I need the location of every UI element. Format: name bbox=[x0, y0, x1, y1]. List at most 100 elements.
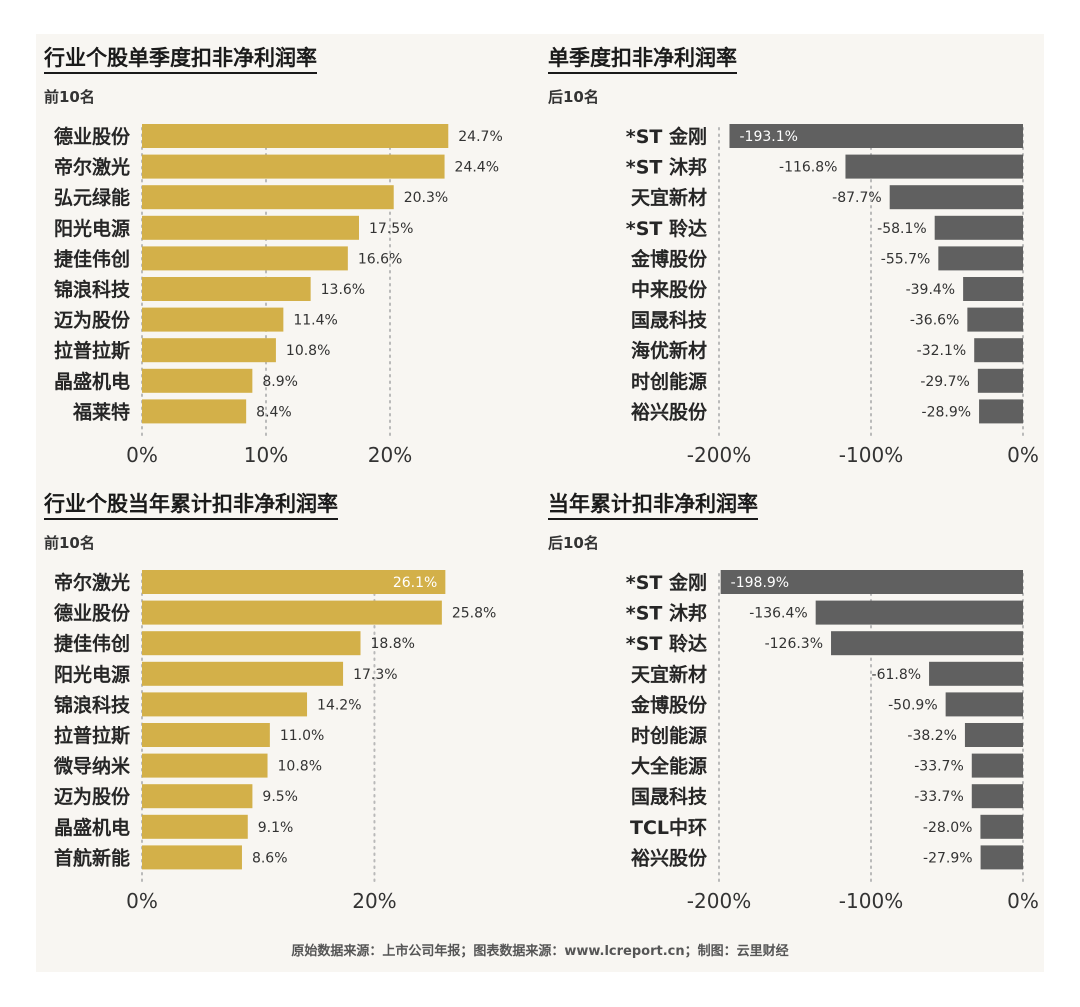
category-label: 国晟科技 bbox=[631, 309, 708, 332]
value-label: -33.7% bbox=[914, 789, 964, 805]
value-label: 14.2% bbox=[317, 697, 361, 713]
x-tick-label: -200% bbox=[687, 443, 751, 467]
bar bbox=[142, 692, 308, 717]
value-label: 9.5% bbox=[262, 789, 298, 805]
category-label: 中来股份 bbox=[631, 278, 708, 301]
x-tick-label: 20% bbox=[368, 443, 412, 467]
category-label: 天宜新材 bbox=[631, 186, 707, 209]
value-label: 11.4% bbox=[293, 313, 337, 329]
bar bbox=[142, 784, 253, 809]
value-label: -28.0% bbox=[923, 820, 973, 836]
bar bbox=[934, 215, 1023, 240]
bar bbox=[142, 185, 394, 210]
value-label: 8.4% bbox=[256, 404, 292, 420]
category-label: 阳光电源 bbox=[54, 663, 130, 686]
category-label: 国晟科技 bbox=[631, 785, 708, 808]
x-tick-label: 10% bbox=[244, 443, 288, 467]
bar bbox=[964, 723, 1023, 747]
value-label: -198.9% bbox=[731, 575, 789, 591]
category-label: 首航新能 bbox=[54, 846, 130, 869]
bar bbox=[889, 185, 1023, 210]
bar bbox=[945, 692, 1023, 717]
category-label: 晶盛机电 bbox=[54, 370, 130, 393]
category-label: 德业股份 bbox=[54, 125, 131, 148]
value-label: 17.5% bbox=[369, 221, 413, 237]
bar bbox=[831, 631, 1023, 656]
bar bbox=[720, 570, 1023, 594]
category-label: 捷佳伟创 bbox=[54, 632, 130, 655]
value-label: 10.8% bbox=[286, 343, 330, 359]
value-label: 24.7% bbox=[458, 129, 502, 145]
panel-quarter-top10: 行业个股单季度扣非净利润率 前10名 0% 10% 20% 德业股份 24.7% 帝尔激光… bbox=[44, 44, 514, 474]
bar bbox=[729, 124, 1023, 148]
x-tick-label: -200% bbox=[687, 889, 751, 913]
chart-title: 当年累计扣非净利润率 bbox=[548, 490, 758, 520]
category-label: 拉普拉斯 bbox=[54, 724, 130, 747]
x-tick-label: 0% bbox=[126, 889, 158, 913]
category-label: 海优新材 bbox=[631, 339, 707, 362]
bar bbox=[815, 600, 1023, 625]
value-label: 20.3% bbox=[404, 190, 448, 206]
bar bbox=[979, 399, 1023, 424]
bar bbox=[142, 814, 248, 839]
bar bbox=[963, 277, 1023, 301]
value-label: -58.1% bbox=[877, 221, 927, 237]
bar bbox=[971, 784, 1023, 809]
bar-chart: 0% 20% 帝尔激光 26.1% 德业股份 25.8% 捷佳伟创 18.8% 阳光电源 17.3… bbox=[53, 570, 496, 913]
category-label: 德业股份 bbox=[54, 602, 131, 625]
bar bbox=[980, 814, 1023, 839]
bar bbox=[142, 307, 284, 332]
chart-title: 行业个股单季度扣非净利润率 bbox=[44, 44, 317, 74]
value-label: 25.8% bbox=[452, 606, 496, 622]
value-label: -33.7% bbox=[914, 759, 964, 775]
category-label: 锦浪科技 bbox=[54, 693, 131, 716]
chart-subtitle: 前10名 bbox=[44, 88, 95, 106]
value-label: -27.9% bbox=[923, 850, 973, 866]
bar-chart: 0% 10% 20% 德业股份 24.7% 帝尔激光 24.4% 弘元绿能 20.3% 阳光电源 1… bbox=[54, 124, 503, 467]
bar bbox=[142, 661, 344, 686]
value-label: 16.6% bbox=[358, 251, 402, 267]
category-label: 时创能源 bbox=[631, 724, 707, 747]
category-label: 晶盛机电 bbox=[54, 816, 130, 839]
value-label: 24.4% bbox=[455, 160, 499, 176]
bar bbox=[142, 277, 311, 301]
x-tick-label: 0% bbox=[1007, 443, 1039, 467]
value-label: -61.8% bbox=[872, 667, 922, 683]
bar bbox=[977, 368, 1023, 393]
bar bbox=[845, 154, 1023, 179]
category-label: 捷佳伟创 bbox=[54, 247, 130, 270]
category-label: 帝尔激光 bbox=[54, 156, 130, 179]
category-label: *ST 沐邦 bbox=[626, 602, 707, 625]
category-label: 微导纳米 bbox=[53, 755, 131, 778]
category-label: 金博股份 bbox=[630, 693, 708, 716]
x-tick-label: 0% bbox=[126, 443, 158, 467]
value-label: 8.9% bbox=[262, 374, 298, 390]
category-label: 帝尔激光 bbox=[54, 571, 130, 594]
source-note: 原始数据来源：上市公司年报；图表数据来源：www.lcreport.cn；制图：… bbox=[291, 944, 789, 959]
bar bbox=[142, 845, 242, 870]
category-label: 弘元绿能 bbox=[54, 186, 130, 209]
panel-ytd-bottom10: 当年累计扣非净利润率 后10名 -200% -100% 0% *ST 金刚 -198.9… bbox=[548, 490, 1048, 920]
bar bbox=[142, 723, 270, 747]
category-label: *ST 金刚 bbox=[626, 125, 707, 148]
chart-subtitle: 前10名 bbox=[44, 534, 95, 552]
x-tick-label: 20% bbox=[352, 889, 396, 913]
value-label: -193.1% bbox=[739, 129, 797, 145]
category-label: 锦浪科技 bbox=[54, 278, 131, 301]
category-label: 时创能源 bbox=[631, 370, 707, 393]
value-label: -55.7% bbox=[881, 251, 931, 267]
value-label: 10.8% bbox=[278, 759, 322, 775]
bar bbox=[142, 368, 253, 393]
value-label: -39.4% bbox=[906, 282, 956, 298]
chart-title: 单季度扣非净利润率 bbox=[548, 44, 737, 74]
value-label: 18.8% bbox=[371, 636, 415, 652]
value-label: -29.7% bbox=[920, 374, 970, 390]
chart-subtitle: 后10名 bbox=[548, 534, 599, 552]
category-label: *ST 聆达 bbox=[626, 217, 707, 240]
x-tick-label: 0% bbox=[1007, 889, 1039, 913]
bar bbox=[971, 753, 1023, 778]
panel-quarter-bottom10: 单季度扣非净利润率 后10名 -200% -100% 0% *ST 金刚 -193.1%… bbox=[548, 44, 1048, 474]
value-label: -38.2% bbox=[907, 728, 957, 744]
category-label: 阳光电源 bbox=[54, 217, 130, 240]
bar bbox=[142, 338, 276, 363]
